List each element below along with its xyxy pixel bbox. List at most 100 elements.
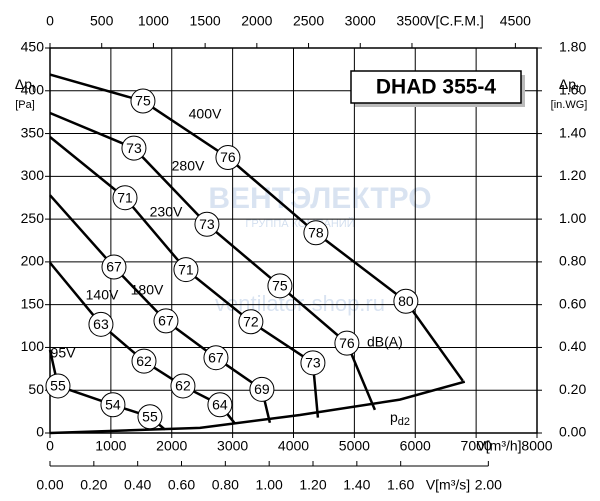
db-marker xyxy=(112,185,138,211)
x3-axis-label: V[m³/s] xyxy=(426,477,470,493)
y-tick-label: 150 xyxy=(21,295,45,311)
x2-tick-label: 1000 xyxy=(138,13,169,29)
y2-tick-label: 0.80 xyxy=(559,253,586,269)
x3-tick-label: 0.00 xyxy=(36,477,63,493)
db-marker xyxy=(137,404,163,430)
y2-tick-label: 1.40 xyxy=(559,124,586,140)
x2-tick-label: 0 xyxy=(46,13,54,29)
db-label: 62 xyxy=(175,378,191,394)
title-box xyxy=(350,70,522,104)
x-axis-label: V[m³/h] xyxy=(476,438,521,454)
db-label: 75 xyxy=(272,278,288,294)
db-marker xyxy=(207,392,233,418)
db-label: 55 xyxy=(142,408,158,424)
y2-tick-label: 0.20 xyxy=(559,381,586,397)
x-tick-label: 3000 xyxy=(217,438,248,454)
y2-axis-label: Δpt xyxy=(559,76,579,95)
y-tick-label: 350 xyxy=(21,124,45,140)
db-label: 78 xyxy=(308,225,324,241)
x2-tick-label: 2500 xyxy=(293,13,324,29)
db-label: 80 xyxy=(398,293,414,309)
db-marker xyxy=(393,288,419,314)
db-label: 73 xyxy=(126,140,142,156)
y-tick-label: 300 xyxy=(21,167,45,183)
x2-tick-label: 500 xyxy=(90,13,114,29)
x2-axis-label: V[C.F.M.] xyxy=(426,13,484,29)
db-marker xyxy=(121,135,147,161)
dynamic-pressure-symbol: p xyxy=(390,409,398,425)
x-tick-label: 4000 xyxy=(278,438,309,454)
x-tick-label: 1000 xyxy=(95,438,126,454)
x3-tick-label: 0.80 xyxy=(212,477,239,493)
db-label: 54 xyxy=(105,396,121,412)
db-marker xyxy=(88,311,114,337)
series-label: 95V xyxy=(51,345,77,361)
y-tick-label: 0 xyxy=(36,424,44,440)
db-label: 73 xyxy=(305,355,321,371)
x3-tick-label: 0.40 xyxy=(124,477,151,493)
y-axis-label-sub: t xyxy=(32,83,35,95)
db-marker xyxy=(334,330,360,356)
series-label: 280V xyxy=(172,158,205,174)
db-label: 62 xyxy=(136,353,152,369)
db-label: 73 xyxy=(199,216,215,232)
series-label: 180V xyxy=(131,282,164,298)
y2-axis-label-sub: t xyxy=(576,83,579,95)
dynamic-pressure-label: pd2 xyxy=(390,409,410,428)
db-marker xyxy=(238,309,264,335)
y2-axis-label-unit: [in.WG] xyxy=(551,99,588,111)
db-marker xyxy=(130,88,156,114)
x2-tick-label: 4500 xyxy=(500,13,531,29)
y-tick-label: 450 xyxy=(21,39,45,55)
y-tick-label: 100 xyxy=(21,338,45,354)
x2-tick-label: 3500 xyxy=(396,13,427,29)
y2-tick-label: 1.20 xyxy=(559,167,586,183)
db-marker xyxy=(303,220,329,246)
y2-tick-label: 0.40 xyxy=(559,338,586,354)
db-label: 75 xyxy=(135,93,151,109)
x2-tick-label: 2000 xyxy=(241,13,272,29)
db-label: 71 xyxy=(178,261,194,277)
y-tick-label: 400 xyxy=(21,81,45,97)
db-label: 63 xyxy=(93,316,109,332)
y2-axis-label-symbol: Δp xyxy=(559,76,576,92)
series-label: 140V xyxy=(86,287,119,303)
db-marker xyxy=(194,211,220,237)
y2-tick-label: 1.60 xyxy=(559,81,586,97)
y-axis-label: Δpt xyxy=(15,76,35,95)
db-marker xyxy=(249,376,275,402)
db-label: 76 xyxy=(220,149,236,165)
db-label: 76 xyxy=(339,335,355,351)
x-tick-label: 8000 xyxy=(521,438,552,454)
db-unit-label: dB(A) xyxy=(367,334,403,350)
series-label: 230V xyxy=(150,204,183,220)
y-tick-label: 50 xyxy=(28,381,44,397)
chart-title: DHAD 355-4 xyxy=(376,76,497,99)
x-tick-label: 5000 xyxy=(339,438,370,454)
db-label: 67 xyxy=(208,349,224,365)
db-label: 72 xyxy=(243,313,259,329)
x2-tick-label: 3000 xyxy=(345,13,376,29)
x3-tick-label: 0.60 xyxy=(168,477,195,493)
db-marker xyxy=(215,145,241,171)
y-axis-label-unit: [Pa] xyxy=(15,99,35,111)
y-axis-label-symbol: Δp xyxy=(15,76,32,92)
db-marker xyxy=(101,254,127,280)
db-marker xyxy=(45,373,71,399)
y2-tick-label: 0.00 xyxy=(559,424,586,440)
y-tick-label: 200 xyxy=(21,253,45,269)
x2-tick-label: 1500 xyxy=(190,13,221,29)
db-label: 69 xyxy=(254,381,270,397)
db-marker xyxy=(100,392,126,418)
watermark: ВЕНТЭЛЕКТРО xyxy=(208,182,431,215)
x-tick-label: 6000 xyxy=(400,438,431,454)
x-tick-label: 0 xyxy=(46,438,54,454)
db-marker xyxy=(153,308,179,334)
db-marker xyxy=(203,345,229,371)
db-marker xyxy=(267,273,293,299)
y2-tick-label: 1.00 xyxy=(559,210,586,226)
db-label: 67 xyxy=(106,259,122,275)
db-marker xyxy=(173,257,199,283)
x3-tick-label: 1.20 xyxy=(299,477,326,493)
fan-curve xyxy=(49,73,464,382)
